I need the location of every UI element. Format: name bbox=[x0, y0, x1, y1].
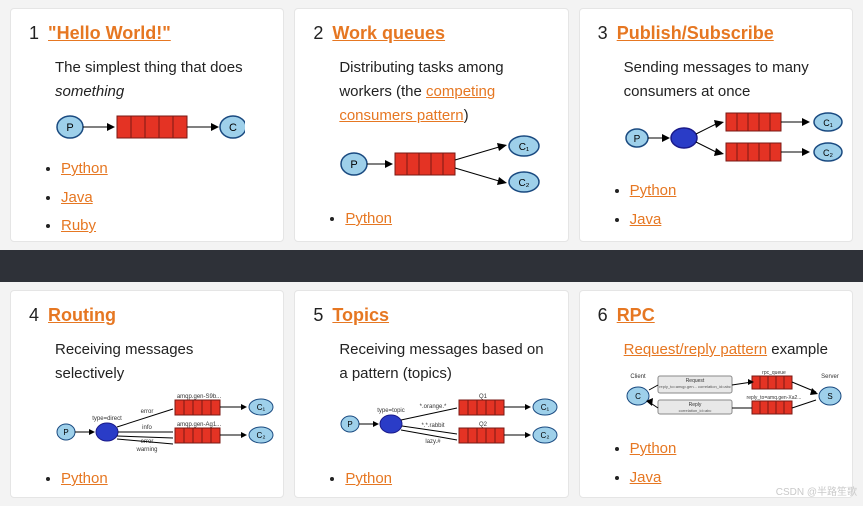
language-list: Python Java Ruby bbox=[29, 155, 265, 241]
svg-text:C₂: C₂ bbox=[823, 148, 833, 158]
queue-icon bbox=[395, 153, 455, 175]
language-list: Python bbox=[29, 465, 265, 494]
svg-text:P: P bbox=[348, 420, 353, 429]
svg-text:amqp.gen-Ag1...: amqp.gen-Ag1... bbox=[177, 422, 222, 428]
card-description: The simplest thing that does something bbox=[29, 56, 265, 104]
svg-text:Q2: Q2 bbox=[479, 422, 488, 428]
svg-text:P: P bbox=[66, 122, 73, 134]
diagram-routing: P type=direct error info error warning a… bbox=[29, 392, 265, 459]
svg-text:reply_to=amqp.gen... correlati: reply_to=amqp.gen... correlation_id=abc bbox=[659, 384, 731, 389]
separator-bar bbox=[0, 250, 863, 282]
svg-text:P: P bbox=[63, 428, 68, 437]
title-link[interactable]: RPC bbox=[617, 305, 655, 325]
title-link[interactable]: Publish/Subscribe bbox=[617, 23, 774, 43]
card-title: 3 Publish/Subscribe bbox=[598, 23, 834, 44]
svg-text:rpc_queue: rpc_queue bbox=[762, 370, 786, 376]
queue-icon bbox=[117, 116, 187, 138]
svg-text:lazy.#: lazy.# bbox=[426, 439, 442, 445]
tutorial-card: 1 "Hello World!" The simplest thing that… bbox=[10, 8, 284, 242]
lang-link[interactable]: Java bbox=[61, 189, 93, 206]
tutorial-card: 6 RPC Request/reply pattern example Clie… bbox=[579, 290, 853, 498]
lang-link[interactable]: Java bbox=[630, 211, 662, 228]
lang-link[interactable]: Python bbox=[61, 470, 108, 487]
diagram-topics: P type=topic *.orange.* *.*.rabbit lazy.… bbox=[313, 392, 549, 459]
svg-text:C₁: C₁ bbox=[257, 403, 266, 412]
svg-text:C: C bbox=[229, 122, 237, 134]
tutorial-card: 3 Publish/Subscribe Sending messages to … bbox=[579, 8, 853, 242]
svg-text:C₂: C₂ bbox=[541, 431, 550, 440]
svg-text:amqp.gen-S9b...: amqp.gen-S9b... bbox=[177, 394, 222, 400]
diagram-pubsub: P C₁ C₂ bbox=[598, 110, 834, 171]
lang-link[interactable]: Python bbox=[345, 470, 392, 487]
card-description: Distributing tasks among workers (the co… bbox=[313, 56, 549, 128]
diagram-rpc: Client C Request reply_to=amqp.gen... co… bbox=[598, 368, 834, 429]
svg-text:P: P bbox=[351, 159, 358, 171]
svg-text:info: info bbox=[142, 425, 152, 431]
card-description: Sending messages to many consumers at on… bbox=[598, 56, 834, 104]
lang-link[interactable]: Python bbox=[345, 210, 392, 227]
card-description: Request/reply pattern example bbox=[598, 338, 834, 362]
card-title: 2 Work queues bbox=[313, 23, 549, 44]
svg-text:C₂: C₂ bbox=[519, 178, 530, 189]
card-title: 1 "Hello World!" bbox=[29, 23, 265, 44]
card-title: 4 Routing bbox=[29, 305, 265, 326]
diagram-hello: P C bbox=[29, 110, 265, 149]
svg-text:Server: Server bbox=[821, 374, 839, 380]
title-link[interactable]: "Hello World!" bbox=[48, 23, 171, 43]
lang-link[interactable]: Java bbox=[630, 469, 662, 486]
svg-text:C₂: C₂ bbox=[257, 431, 266, 440]
title-link[interactable]: Topics bbox=[332, 305, 389, 325]
exchange-icon bbox=[671, 128, 697, 148]
svg-text:P: P bbox=[633, 134, 640, 145]
svg-text:C: C bbox=[635, 392, 641, 401]
svg-text:warning: warning bbox=[135, 447, 157, 453]
svg-text:reply_to=amq.gen-Xa2...: reply_to=amq.gen-Xa2... bbox=[746, 395, 801, 401]
card-description: Receiving messages based on a pattern (t… bbox=[313, 338, 549, 386]
svg-text:error: error bbox=[141, 409, 154, 415]
language-list: Python bbox=[313, 465, 549, 494]
title-link[interactable]: Work queues bbox=[332, 23, 445, 43]
title-link[interactable]: Routing bbox=[48, 305, 116, 325]
tutorial-card: 5 Topics Receiving messages based on a p… bbox=[294, 290, 568, 498]
language-list: Python Java bbox=[598, 177, 834, 234]
tutorial-card: 2 Work queues Distributing tasks among w… bbox=[294, 8, 568, 242]
svg-text:correlation_id=abc: correlation_id=abc bbox=[678, 408, 711, 413]
svg-text:C₁: C₁ bbox=[541, 403, 550, 412]
lang-link[interactable]: Ruby bbox=[61, 217, 96, 234]
lang-link[interactable]: Python bbox=[630, 440, 677, 457]
lang-link[interactable]: Python bbox=[61, 160, 108, 177]
diagram-work: P C₁ C₂ bbox=[313, 134, 549, 199]
svg-text:*.orange.*: *.orange.* bbox=[420, 404, 447, 410]
tutorial-row-1: 1 "Hello World!" The simplest thing that… bbox=[0, 0, 863, 250]
svg-text:type=direct: type=direct bbox=[92, 416, 122, 422]
language-list: Python bbox=[313, 205, 549, 234]
lang-link[interactable]: Python bbox=[630, 182, 677, 199]
card-title: 5 Topics bbox=[313, 305, 549, 326]
queue-icon bbox=[726, 143, 781, 161]
svg-text:Client: Client bbox=[630, 374, 646, 380]
svg-text:*.*.rabbit: *.*.rabbit bbox=[422, 423, 445, 429]
card-description: Receiving messages selectively bbox=[29, 338, 265, 386]
svg-text:S: S bbox=[827, 392, 832, 401]
svg-text:C₁: C₁ bbox=[519, 142, 530, 153]
tutorial-row-2: 4 Routing Receiving messages selectively… bbox=[0, 282, 863, 506]
svg-text:Q1: Q1 bbox=[479, 394, 488, 400]
watermark: CSDN @半路笙歌 bbox=[776, 483, 857, 498]
svg-text:C₁: C₁ bbox=[823, 118, 833, 128]
card-title: 6 RPC bbox=[598, 305, 834, 326]
svg-text:type=topic: type=topic bbox=[378, 408, 406, 414]
tutorial-card: 4 Routing Receiving messages selectively… bbox=[10, 290, 284, 498]
queue-icon bbox=[726, 113, 781, 131]
